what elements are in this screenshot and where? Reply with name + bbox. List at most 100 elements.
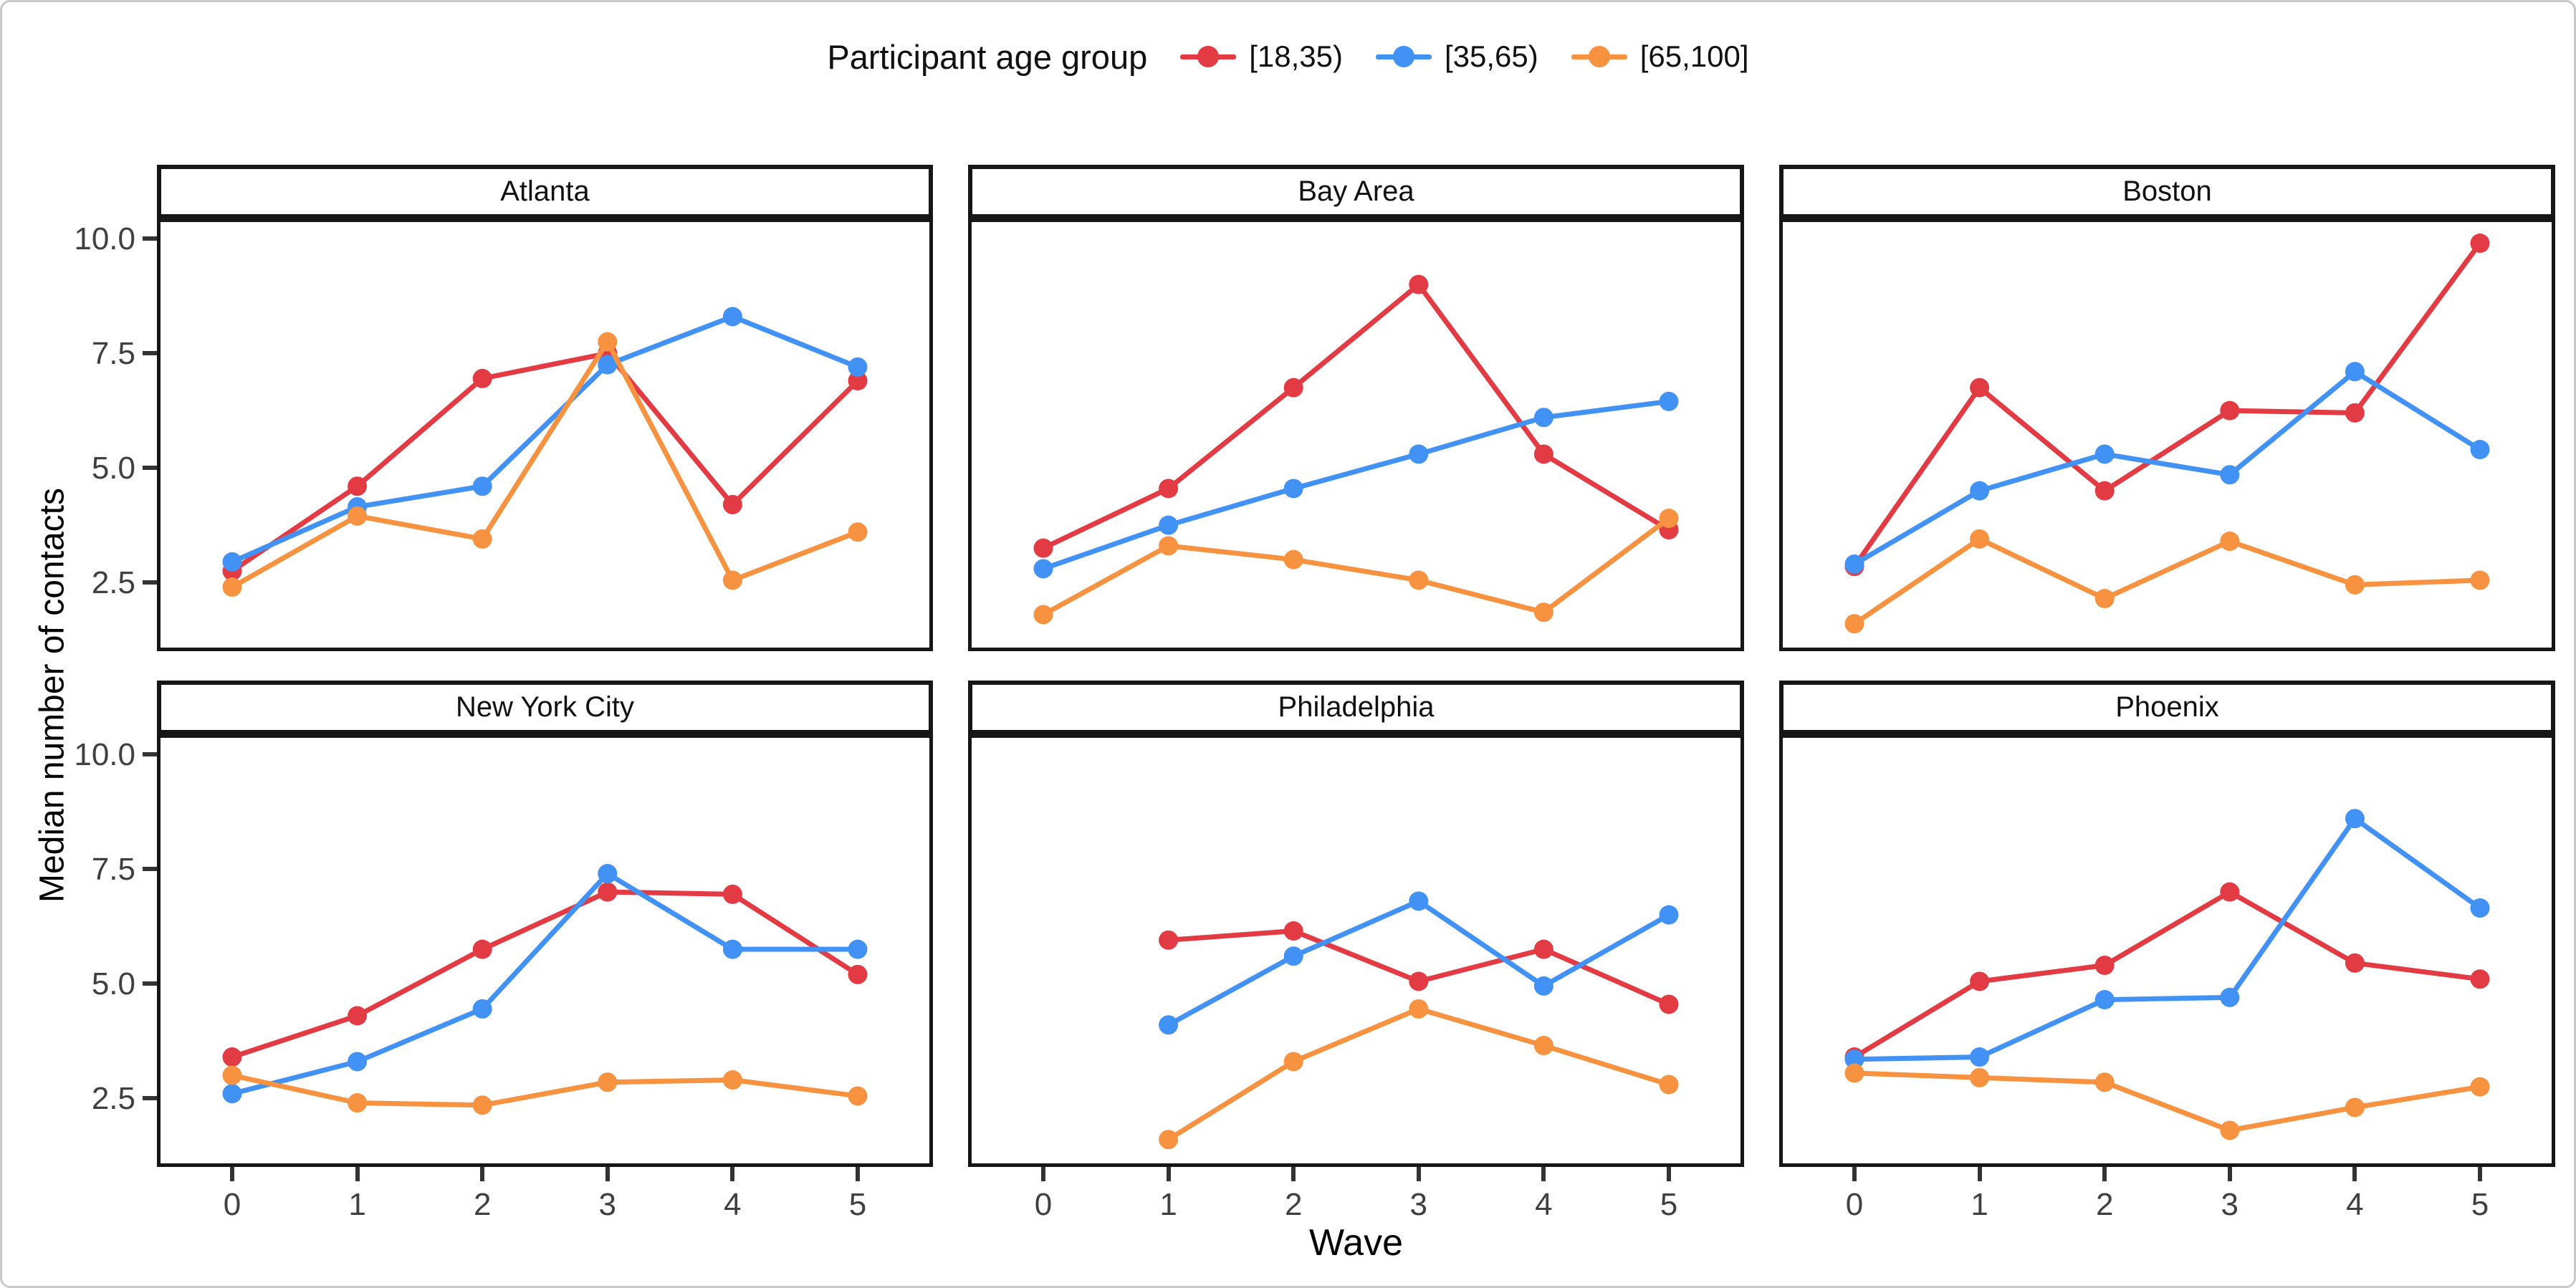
series-line <box>229 870 861 1097</box>
series-line <box>1852 241 2483 569</box>
data-point <box>1533 408 1553 428</box>
data-point <box>2094 956 2115 976</box>
line-dot-key-icon <box>1180 44 1237 69</box>
data-point <box>598 332 618 352</box>
data-point <box>2220 1120 2240 1140</box>
data-point <box>472 529 492 549</box>
data-point <box>848 964 868 984</box>
data-point <box>1533 939 1553 959</box>
data-point <box>1659 509 1679 529</box>
series-line <box>1852 814 2483 1062</box>
x-tick-mark <box>1291 1167 1296 1181</box>
legend-title: Participant age group <box>827 37 1148 76</box>
data-point <box>2470 969 2490 989</box>
facet-strip-title: New York City <box>157 681 933 734</box>
x-tick-mark <box>2227 1167 2232 1181</box>
data-point <box>1970 1047 1990 1067</box>
y-tick-mark <box>143 466 157 471</box>
data-point <box>472 368 492 388</box>
facet-panel <box>157 734 933 1167</box>
data-point <box>1533 602 1553 623</box>
data-point <box>1533 1036 1553 1056</box>
y-tick-mark <box>143 1096 157 1101</box>
x-tick-mark <box>1166 1167 1171 1181</box>
data-point <box>1970 481 1990 501</box>
legend-label: [35,65) <box>1445 39 1538 73</box>
x-axis-title: Wave <box>1309 1222 1403 1264</box>
data-point <box>2345 403 2365 423</box>
x-tick-mark <box>2352 1167 2357 1181</box>
data-point <box>722 570 742 590</box>
data-point <box>1659 1075 1679 1095</box>
facet-series-plot <box>1159 891 1679 1150</box>
legend-item-65-100: [65,100] <box>1571 39 1749 74</box>
data-point <box>1033 559 1053 579</box>
data-point <box>1283 946 1303 966</box>
x-tick-mark <box>2478 1167 2482 1181</box>
data-point <box>598 1072 618 1092</box>
data-point <box>848 357 868 377</box>
data-point <box>1659 905 1679 925</box>
data-point <box>348 1006 368 1026</box>
facet-series-plot <box>222 307 868 597</box>
data-point <box>2345 1097 2365 1118</box>
data-point <box>1409 891 1429 911</box>
x-tick-label: 4 <box>2346 1187 2364 1222</box>
series-line <box>1040 281 1672 551</box>
facet-strip-title: Philadelphia <box>968 681 1744 734</box>
series-line <box>1852 536 2483 627</box>
data-point <box>472 1095 492 1115</box>
series-line <box>1040 398 1672 572</box>
data-point <box>472 999 492 1019</box>
data-point <box>848 939 868 959</box>
series-line <box>1852 1070 2483 1133</box>
data-point <box>222 1065 242 1085</box>
x-tick-label: 3 <box>1409 1187 1428 1222</box>
data-point <box>598 355 618 375</box>
series-line <box>229 337 861 590</box>
x-tick-mark <box>605 1167 610 1181</box>
facet-series-plot <box>1033 274 1679 625</box>
data-point <box>2094 481 2115 501</box>
legend-label: [18,35) <box>1249 39 1343 73</box>
y-tick-mark <box>143 981 157 986</box>
data-point <box>2470 898 2490 918</box>
x-tick-mark <box>1541 1167 1546 1181</box>
facet-strip-title: Phoenix <box>1779 681 2555 734</box>
legend-item-18-35: [18,35) <box>1180 39 1343 74</box>
data-point <box>2220 532 2240 552</box>
data-point <box>2345 362 2365 382</box>
legend-label: [65,100] <box>1639 39 1749 73</box>
x-tick-label: 0 <box>1845 1187 1864 1222</box>
x-tick-label: 2 <box>1284 1187 1303 1222</box>
data-point <box>1283 378 1303 398</box>
data-point <box>1283 921 1303 941</box>
x-tick-mark <box>730 1167 735 1181</box>
x-tick-label: 4 <box>1535 1187 1553 1222</box>
x-tick-mark <box>1977 1167 1982 1181</box>
data-point <box>1033 538 1053 558</box>
data-point <box>222 577 242 597</box>
data-point <box>1159 479 1179 499</box>
data-point <box>348 1052 368 1072</box>
facet-panel <box>1779 218 2555 651</box>
data-point <box>1409 999 1429 1019</box>
facet-strip-title: Bay Area <box>968 165 1744 218</box>
y-tick-label: 10.0 <box>74 221 135 257</box>
data-point <box>1844 1063 1864 1083</box>
x-tick-label: 3 <box>2221 1187 2239 1222</box>
x-tick-mark <box>1041 1167 1045 1181</box>
line-dot-key-icon <box>1571 44 1627 69</box>
y-tick-label: 7.5 <box>91 336 135 372</box>
data-point <box>598 882 618 902</box>
series-line <box>229 314 861 564</box>
x-tick-label: 0 <box>1034 1187 1053 1222</box>
data-point <box>722 1070 742 1090</box>
data-point <box>1533 976 1553 996</box>
data-point <box>1283 479 1303 499</box>
data-point <box>1159 930 1179 950</box>
y-tick-label: 2.5 <box>91 565 135 601</box>
data-point <box>1283 1052 1303 1072</box>
data-point <box>722 307 742 327</box>
x-tick-label: 5 <box>848 1187 867 1222</box>
